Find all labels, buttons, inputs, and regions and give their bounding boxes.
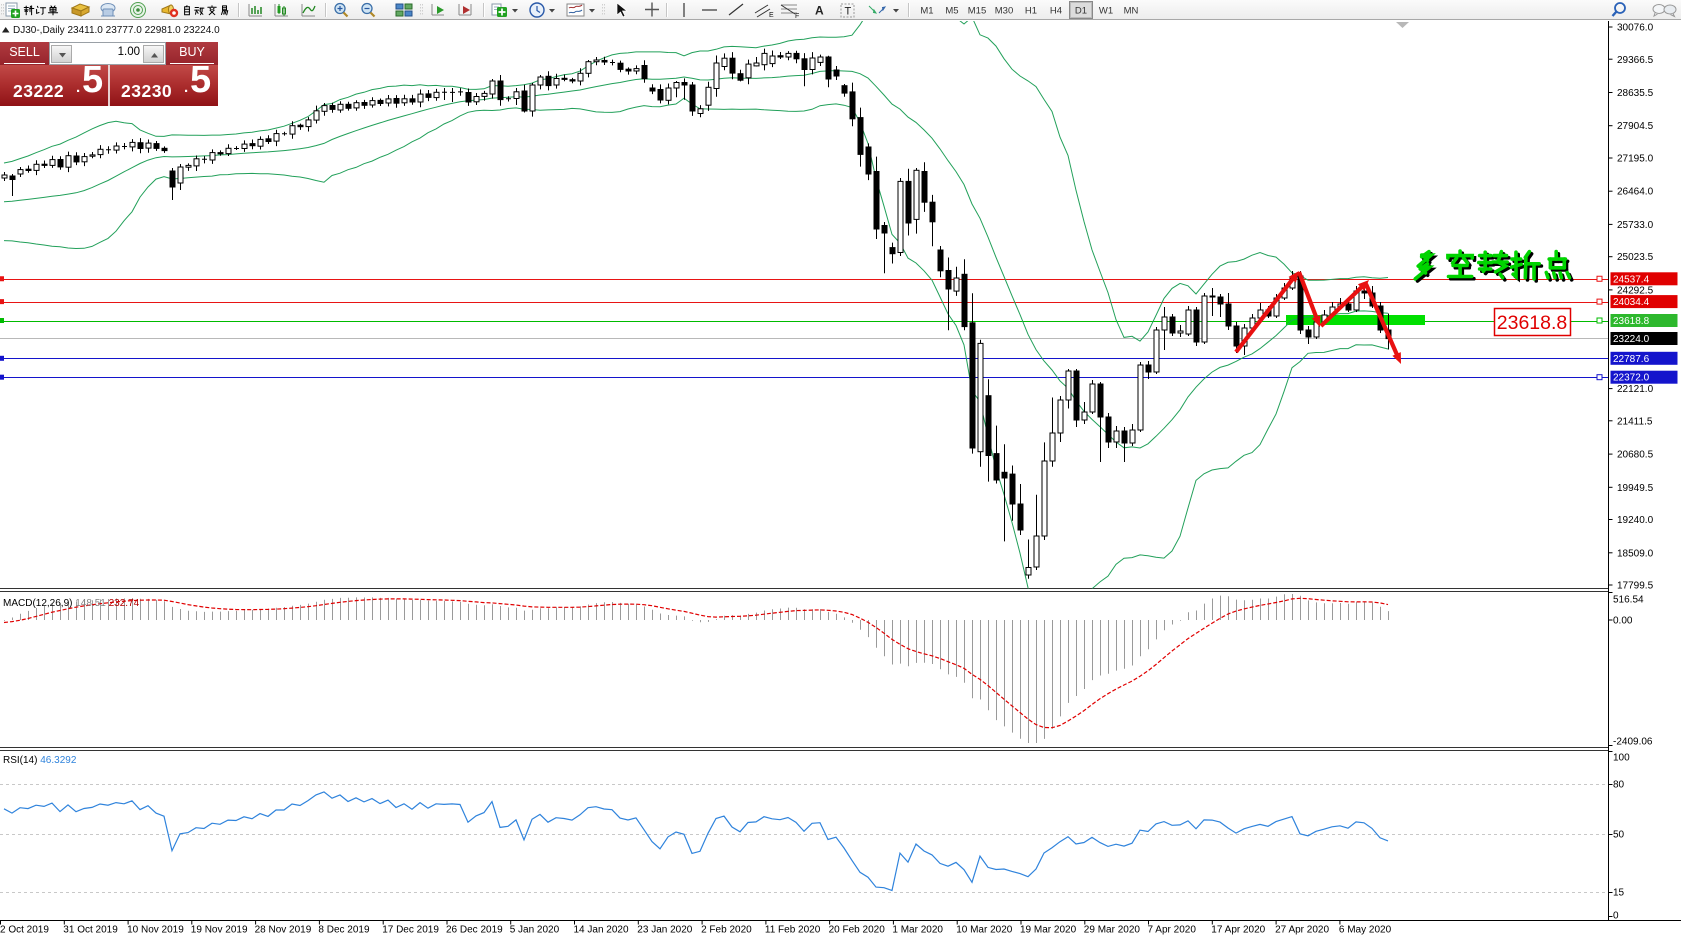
svg-text:E: E [769,12,774,19]
svg-text:27195.0: 27195.0 [1617,154,1654,165]
svg-text:2 Feb 2020: 2 Feb 2020 [701,925,752,936]
svg-text:20680.5: 20680.5 [1617,450,1654,461]
svg-text:24537.4: 24537.4 [1613,274,1650,285]
svg-text:6 May 2020: 6 May 2020 [1339,925,1392,936]
svg-text:100: 100 [1613,753,1630,764]
svg-text:10 Mar 2020: 10 Mar 2020 [956,925,1013,936]
svg-text:19 Mar 2020: 19 Mar 2020 [1020,925,1077,936]
svg-text:M1: M1 [920,6,933,17]
svg-text:17 Apr 2020: 17 Apr 2020 [1211,925,1265,936]
svg-text:23 Jan 2020: 23 Jan 2020 [637,925,692,936]
svg-text:23224.0: 23224.0 [1613,334,1650,345]
svg-text:22121.0: 22121.0 [1617,384,1654,395]
svg-text:50: 50 [1613,830,1625,841]
svg-text:22372.0: 22372.0 [1613,373,1650,384]
svg-text:18509.0: 18509.0 [1617,548,1654,559]
svg-text:31 Oct 2019: 31 Oct 2019 [63,925,118,936]
svg-text:A: A [815,4,824,18]
svg-text:RSI(14) 46.3292: RSI(14) 46.3292 [3,755,77,766]
svg-text:25023.5: 25023.5 [1617,252,1654,263]
svg-text:D1: D1 [1075,6,1087,17]
svg-text:23618.8: 23618.8 [1613,316,1650,327]
svg-text:30076.0: 30076.0 [1617,23,1654,34]
svg-text:21411.5: 21411.5 [1617,416,1653,427]
svg-text:516.54: 516.54 [1613,595,1644,606]
svg-text:H1: H1 [1025,6,1037,17]
svg-text:15: 15 [1613,888,1625,899]
svg-text:F: F [795,13,799,20]
svg-text:28635.5: 28635.5 [1617,88,1654,99]
svg-text:26464.0: 26464.0 [1617,187,1654,198]
svg-text:11 Feb 2020: 11 Feb 2020 [765,925,821,936]
svg-text:5 Jan 2020: 5 Jan 2020 [510,925,560,936]
svg-text:29366.5: 29366.5 [1617,55,1654,66]
svg-text:10 Nov 2019: 10 Nov 2019 [127,925,184,936]
svg-text:24292.5: 24292.5 [1617,285,1654,296]
svg-text:14 Jan 2020: 14 Jan 2020 [574,925,629,936]
svg-text:19 Nov 2019: 19 Nov 2019 [191,925,248,936]
svg-text:17799.5: 17799.5 [1617,581,1654,592]
svg-text:M5: M5 [945,6,958,17]
svg-text:20 Feb 2020: 20 Feb 2020 [829,925,886,936]
svg-text:80: 80 [1613,780,1625,791]
svg-text:0.00: 0.00 [1613,616,1633,627]
svg-text:0: 0 [1613,911,1619,922]
svg-text:M30: M30 [995,6,1013,17]
svg-text:7 Apr 2020: 7 Apr 2020 [1148,925,1197,936]
svg-text:T: T [845,6,852,18]
svg-text:24034.4: 24034.4 [1613,297,1650,308]
svg-text:23618.8: 23618.8 [1497,312,1568,334]
svg-text:MN: MN [1124,6,1139,17]
svg-text:27 Apr 2020: 27 Apr 2020 [1275,925,1329,936]
svg-text:2 Oct 2019: 2 Oct 2019 [0,925,49,936]
svg-text:8 Dec 2019: 8 Dec 2019 [318,925,370,936]
svg-text:25733.0: 25733.0 [1617,220,1654,231]
svg-text:27904.5: 27904.5 [1617,121,1654,132]
svg-text:DJ30-,Daily 23411.0 23777.0 2: DJ30-,Daily 23411.0 23777.0 22981.0 2322… [13,25,220,36]
svg-text:MACD(12,26,9) 148.51 232.74: MACD(12,26,9) 148.51 232.74 [3,598,140,609]
svg-text:W1: W1 [1099,6,1113,17]
svg-text:26 Dec 2019: 26 Dec 2019 [446,925,503,936]
svg-text:1 Mar 2020: 1 Mar 2020 [892,925,943,936]
svg-text:19949.5: 19949.5 [1617,483,1654,494]
svg-text:28 Nov 2019: 28 Nov 2019 [255,925,312,936]
svg-text:M15: M15 [968,6,986,17]
svg-text:29 Mar 2020: 29 Mar 2020 [1084,925,1141,936]
svg-text:22787.6: 22787.6 [1613,354,1650,365]
svg-text:H4: H4 [1050,6,1062,17]
svg-text:19240.0: 19240.0 [1617,515,1654,526]
svg-text:-2409.06: -2409.06 [1613,737,1653,748]
svg-text:17 Dec 2019: 17 Dec 2019 [382,925,439,936]
